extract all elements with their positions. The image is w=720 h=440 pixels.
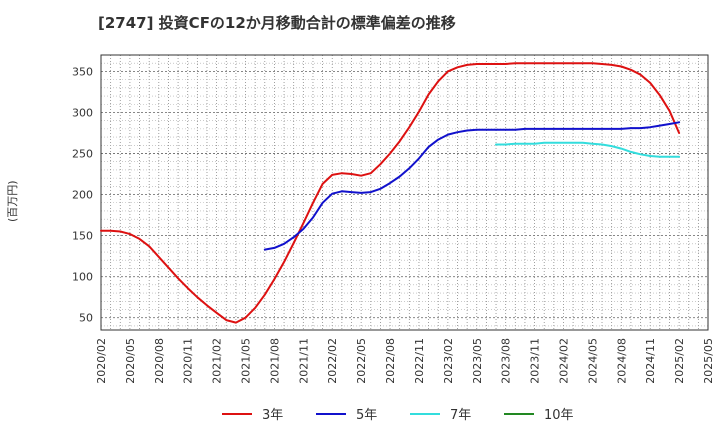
x-tick-label: 2021/08 — [268, 338, 281, 384]
x-tick-label: 2022/02 — [326, 338, 339, 384]
series-line-0 — [100, 62, 681, 324]
legend-label-3: 10年 — [544, 408, 574, 423]
x-tick-label: 2022/08 — [384, 338, 397, 384]
plot-frame — [100, 54, 709, 331]
chart-title: [2747] 投資CFの12か月移動合計の標準偏差の推移 — [98, 14, 456, 32]
x-tick-label: 2021/02 — [211, 338, 224, 384]
legend-label-0: 3年 — [262, 408, 283, 423]
x-tick-label: 2024/02 — [557, 338, 570, 384]
x-tick-label: 2023/02 — [442, 338, 455, 384]
y-tick-label: 250 — [72, 148, 93, 161]
x-tick-label: 2021/11 — [297, 338, 310, 384]
y-tick-label: 100 — [72, 271, 93, 284]
y-tick-label: 150 — [72, 230, 93, 243]
x-tick-label: 2024/11 — [644, 338, 657, 384]
y-tick-label: 200 — [72, 189, 93, 202]
x-tick-label: 2023/08 — [500, 338, 513, 384]
x-tick-label: 2020/02 — [95, 338, 108, 384]
x-tick-label: 2025/05 — [702, 338, 715, 384]
y-tick-label: 50 — [79, 312, 93, 325]
x-tick-label: 2023/05 — [471, 338, 484, 384]
legend-label-2: 7年 — [450, 408, 471, 423]
y-tick-label: 350 — [72, 65, 93, 78]
x-tick-label: 2023/11 — [529, 338, 542, 384]
x-tick-label: 2021/05 — [240, 338, 253, 384]
series-line-2 — [495, 141, 681, 158]
x-tick-label: 2024/05 — [586, 338, 599, 384]
x-tick-label: 2020/05 — [124, 338, 137, 384]
plot-area — [101, 55, 708, 330]
x-tick-label: 2025/02 — [673, 338, 686, 384]
legend-label-1: 5年 — [356, 408, 377, 423]
x-tick-label: 2022/11 — [413, 338, 426, 384]
series-line-1 — [263, 121, 681, 251]
x-tick-label: 2022/05 — [355, 338, 368, 384]
y-tick-label: 300 — [72, 106, 93, 119]
x-tick-label: 2020/11 — [182, 338, 195, 384]
x-tick-label: 2024/08 — [615, 338, 628, 384]
x-tick-label: 2020/08 — [153, 338, 166, 384]
